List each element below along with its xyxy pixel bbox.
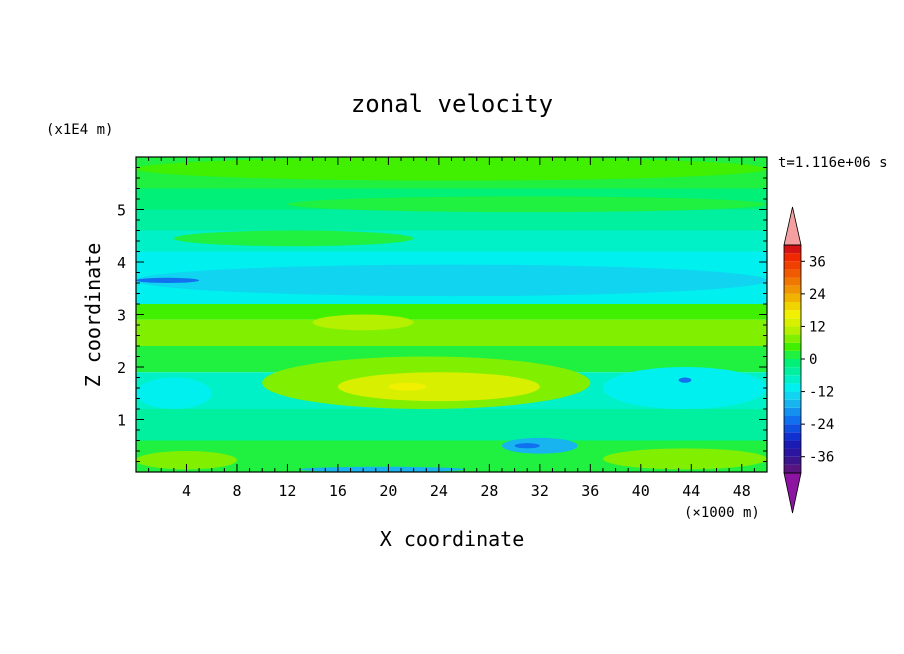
colorbar-segment [784, 245, 801, 254]
y-tick-label: 4 [117, 254, 126, 272]
x-tick-label: 24 [430, 482, 448, 500]
contour-feature [136, 277, 200, 283]
colorbar-segment [784, 359, 801, 368]
y-tick-label: 5 [117, 202, 126, 220]
contour-band [136, 319, 767, 346]
colorbar-segment [784, 269, 801, 278]
colorbar-tick-label: 12 [809, 319, 826, 335]
colorbar-segment [784, 416, 801, 425]
x-tick-label: 40 [632, 482, 650, 500]
colorbar-segment [784, 302, 801, 311]
colorbar-segment [784, 407, 801, 416]
contour-feature [300, 466, 465, 472]
contour-feature [136, 264, 767, 297]
x-tick-label: 8 [232, 482, 241, 500]
colorbar-segment [784, 310, 801, 319]
contour-feature [136, 451, 237, 470]
contour-feature [514, 443, 540, 449]
y-unit-label: (x1E4 m) [46, 122, 113, 138]
time-label: t=1.116e+06 s [778, 155, 888, 171]
colorbar-segment [784, 318, 801, 327]
colorbar-tick-label: -12 [809, 385, 834, 401]
colorbar-segment [784, 367, 801, 376]
colorbar-tick-label: -24 [809, 417, 834, 433]
colorbar-segment [784, 464, 801, 473]
y-axis-label: Z coordinate [81, 243, 105, 388]
colorbar-segment [784, 285, 801, 294]
contour-feature [337, 372, 540, 402]
colorbar-tick-label: -36 [809, 450, 834, 466]
contour-field [136, 157, 767, 472]
colorbar-segment [784, 432, 801, 441]
contour-feature [173, 230, 414, 247]
x-axis-label: X coordinate [380, 527, 525, 551]
contour-feature [136, 157, 767, 181]
colorbar-segment [784, 293, 801, 302]
colorbar-tick-label: 0 [809, 352, 817, 368]
x-tick-label: 12 [278, 482, 296, 500]
colorbar-segment [784, 350, 801, 359]
x-tick-label: 32 [531, 482, 549, 500]
colorbar-segment [784, 424, 801, 433]
contour-feature [602, 448, 767, 470]
y-tick-label: 2 [117, 359, 126, 377]
contour-band [136, 409, 767, 441]
colorbar-segment [784, 440, 801, 449]
colorbar-segment [784, 326, 801, 335]
colorbar-segment [784, 399, 801, 408]
colorbar-segment [784, 261, 801, 270]
colorbar-segment [784, 375, 801, 384]
contour-feature [678, 377, 692, 383]
y-axis: 1 2 3 4 5 [117, 167, 767, 462]
colorbar-over-arrow [783, 206, 802, 246]
colorbar: 36 24 12 0 -12 -24 -36 [783, 206, 834, 514]
x-tick-label: 16 [329, 482, 347, 500]
colorbar-segment [784, 456, 801, 465]
contour-feature [501, 437, 578, 454]
colorbar-segment [784, 277, 801, 286]
contour-feature [602, 367, 767, 409]
contour-feature [388, 382, 427, 391]
colorbar-tick-label: 24 [809, 287, 826, 303]
x-tick-label: 28 [480, 482, 498, 500]
x-unit-label: (×1000 m) [684, 505, 760, 521]
x-axis: 4 8 12 16 20 24 28 32 36 40 44 48 [148, 157, 755, 500]
colorbar-segment [784, 253, 801, 262]
x-tick-label: 4 [182, 482, 191, 500]
y-tick-label: 1 [117, 412, 126, 430]
colorbar-segment [784, 342, 801, 351]
chart-title: zonal velocity [351, 90, 553, 118]
colorbar-segment [784, 334, 801, 343]
colorbar-segment [784, 448, 801, 457]
x-tick-label: 20 [379, 482, 397, 500]
contour-band [136, 304, 767, 320]
colorbar-segment [784, 391, 801, 400]
contour-feature [312, 314, 414, 331]
contour-feature [136, 377, 212, 409]
colorbar-tick-label: 36 [809, 254, 826, 270]
x-tick-label: 48 [733, 482, 751, 500]
x-tick-label: 44 [682, 482, 700, 500]
colorbar-segment [784, 383, 801, 392]
x-tick-label: 36 [581, 482, 599, 500]
contour-feature [287, 196, 767, 213]
contour-band [136, 209, 767, 231]
y-tick-label: 3 [117, 307, 126, 325]
colorbar-under-arrow [783, 472, 802, 514]
